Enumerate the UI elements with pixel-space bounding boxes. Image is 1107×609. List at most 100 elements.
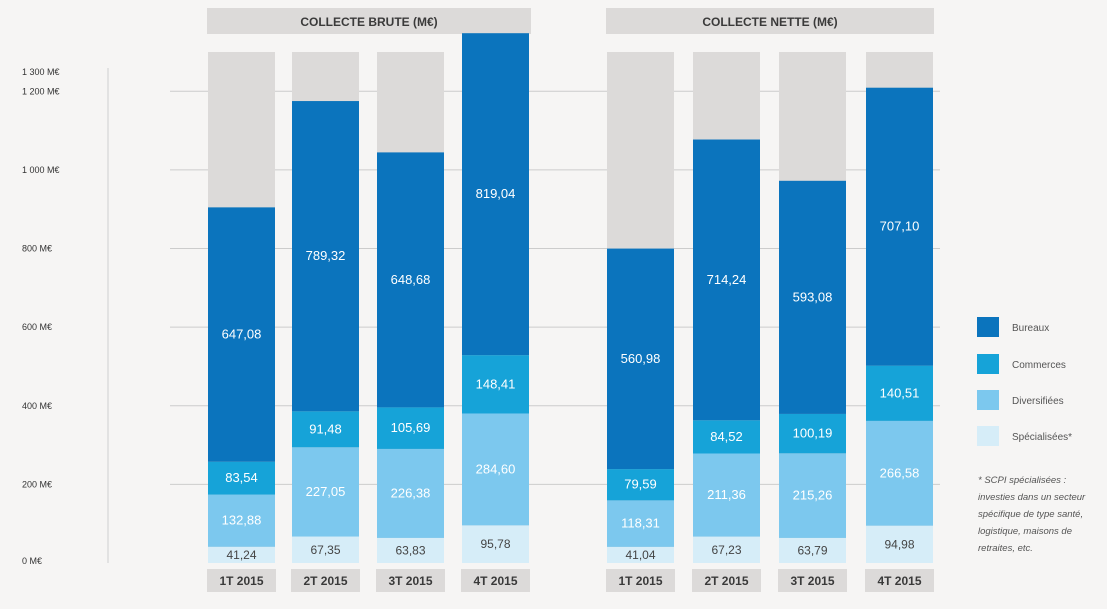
data-label: 67,35 <box>310 543 340 557</box>
y-tick-label: 400 M€ <box>22 401 52 411</box>
category-label: 3T 2015 <box>388 574 432 588</box>
bar-group: 41,24 132,88 83,54 647,08 1T 2015 <box>207 52 276 592</box>
data-label: 67,23 <box>711 543 741 557</box>
data-label: 94,98 <box>884 537 914 551</box>
category-label-background <box>606 569 675 592</box>
data-label: 41,04 <box>625 548 655 562</box>
data-label: 226,38 <box>391 485 431 500</box>
bar-segment <box>693 453 760 537</box>
bar-segment <box>607 500 674 547</box>
legend-swatch <box>977 390 999 410</box>
bar-segment <box>377 537 444 563</box>
data-label: 63,83 <box>395 543 425 557</box>
data-label: 227,05 <box>306 484 346 499</box>
bar-segment <box>607 546 674 563</box>
legend-swatch <box>977 354 999 374</box>
bar-group: 67,35 227,05 91,48 789,32 2T 2015 <box>291 52 360 592</box>
data-label: 105,69 <box>391 420 431 435</box>
bar-segment <box>377 448 444 538</box>
category-label-background <box>461 569 530 592</box>
y-tick-label: 0 M€ <box>22 556 42 566</box>
bar-segment <box>208 207 275 462</box>
data-label: 211,36 <box>707 487 746 502</box>
data-label: 83,54 <box>225 470 258 485</box>
category-label-background <box>207 569 276 592</box>
data-label: 84,52 <box>710 429 743 444</box>
panel-title-background <box>606 8 934 34</box>
category-label: 4T 2015 <box>473 574 517 588</box>
data-label: 647,08 <box>222 327 262 342</box>
legend-swatch <box>977 317 999 337</box>
category-label: 1T 2015 <box>219 574 263 588</box>
data-label: 132,88 <box>222 513 262 528</box>
bar-segment <box>462 413 529 526</box>
data-label: 63,79 <box>797 543 827 557</box>
y-tick-label: 1 200 M€ <box>22 86 60 96</box>
legend-item: Bureaux <box>977 317 1049 337</box>
legend-label: Commerces <box>1012 360 1066 371</box>
footnote-line: retraites, etc. <box>978 543 1033 554</box>
bar-segment <box>292 101 359 412</box>
bar-group: 63,79 215,26 100,19 593,08 3T 2015 <box>778 52 847 592</box>
bar-segment <box>866 365 933 421</box>
footnote-line: spécifique de type santé, <box>978 509 1083 520</box>
footnote-line: * SCPI spécialisées : <box>978 475 1067 486</box>
data-label: 593,08 <box>793 289 833 304</box>
panel-2: COLLECTE NETTE (M€) 41,04 118,31 79,59 560,9… <box>606 8 934 592</box>
category-label-background <box>778 569 847 592</box>
bar-segment <box>377 407 444 449</box>
category-label: 2T 2015 <box>303 574 347 588</box>
bar-segment <box>779 413 846 454</box>
bar-group: 63,83 226,38 105,69 648,68 3T 2015 <box>376 52 445 592</box>
bar-segment <box>866 87 933 366</box>
y-tick-label: 600 M€ <box>22 322 52 332</box>
bar-segment <box>292 536 359 563</box>
panel-title-background <box>207 8 531 34</box>
data-label: 648,68 <box>391 272 431 287</box>
legend-item: Spécialisées* <box>977 426 1072 446</box>
y-tick-label: 1 300 M€ <box>22 67 60 77</box>
data-label: 91,48 <box>309 421 342 436</box>
bar-segment <box>292 411 359 448</box>
bar-segment <box>208 461 275 495</box>
bar-segment <box>607 248 674 470</box>
data-label: 95,78 <box>480 537 510 551</box>
category-label: 4T 2015 <box>877 574 921 588</box>
data-label: 284,60 <box>476 461 516 476</box>
panel-title: COLLECTE BRUTE (M€) <box>300 15 437 29</box>
panel-1: COLLECTE BRUTE (M€) 41,24 132,88 83,54 647,0… <box>207 8 531 592</box>
y-tick-label: 200 M€ <box>22 479 52 489</box>
category-label-background <box>376 569 445 592</box>
legend-item: Commerces <box>977 354 1066 374</box>
bar-segment <box>779 453 846 538</box>
footnote-line: logistique, maisons de <box>978 526 1072 537</box>
y-axis-ticks: 0 M€ 200 M€ 400 M€ 600 M€ 800 M€ 1 000 M€ 1 20… <box>22 67 60 566</box>
bar-segment <box>693 536 760 563</box>
bar-group: 95,78 284,60 148,41 819,04 4T 2015 <box>461 33 530 592</box>
bar-segment <box>779 537 846 563</box>
data-label: 140,51 <box>880 385 920 400</box>
category-label-background <box>291 569 360 592</box>
data-label: 560,98 <box>621 351 661 366</box>
data-label: 266,58 <box>880 465 920 480</box>
data-label: 819,04 <box>476 186 516 201</box>
y-tick-label: 1 000 M€ <box>22 165 60 175</box>
bar-group: 94,98 266,58 140,51 707,10 4T 2015 <box>865 52 934 592</box>
category-label-background <box>692 569 761 592</box>
legend: Bureaux Commerces Diversifiées Spécialisées… <box>977 317 1072 446</box>
bar-segment <box>292 447 359 537</box>
data-label: 100,19 <box>793 426 833 441</box>
footnote-line: investies dans un secteur <box>978 492 1086 503</box>
chart-panels: COLLECTE BRUTE (M€) 41,24 132,88 83,54 647,0… <box>207 8 934 592</box>
bar-segment <box>462 525 529 563</box>
panel-title: COLLECTE NETTE (M€) <box>702 15 837 29</box>
data-label: 41,24 <box>226 548 256 562</box>
bar-segment <box>693 139 760 421</box>
legend-swatch <box>977 426 999 446</box>
bar-segment <box>693 420 760 454</box>
category-label: 2T 2015 <box>704 574 748 588</box>
legend-label: Spécialisées* <box>1012 432 1072 443</box>
legend-label: Bureaux <box>1012 323 1049 334</box>
footnote: * SCPI spécialisées : investies dans un s… <box>978 475 1086 554</box>
